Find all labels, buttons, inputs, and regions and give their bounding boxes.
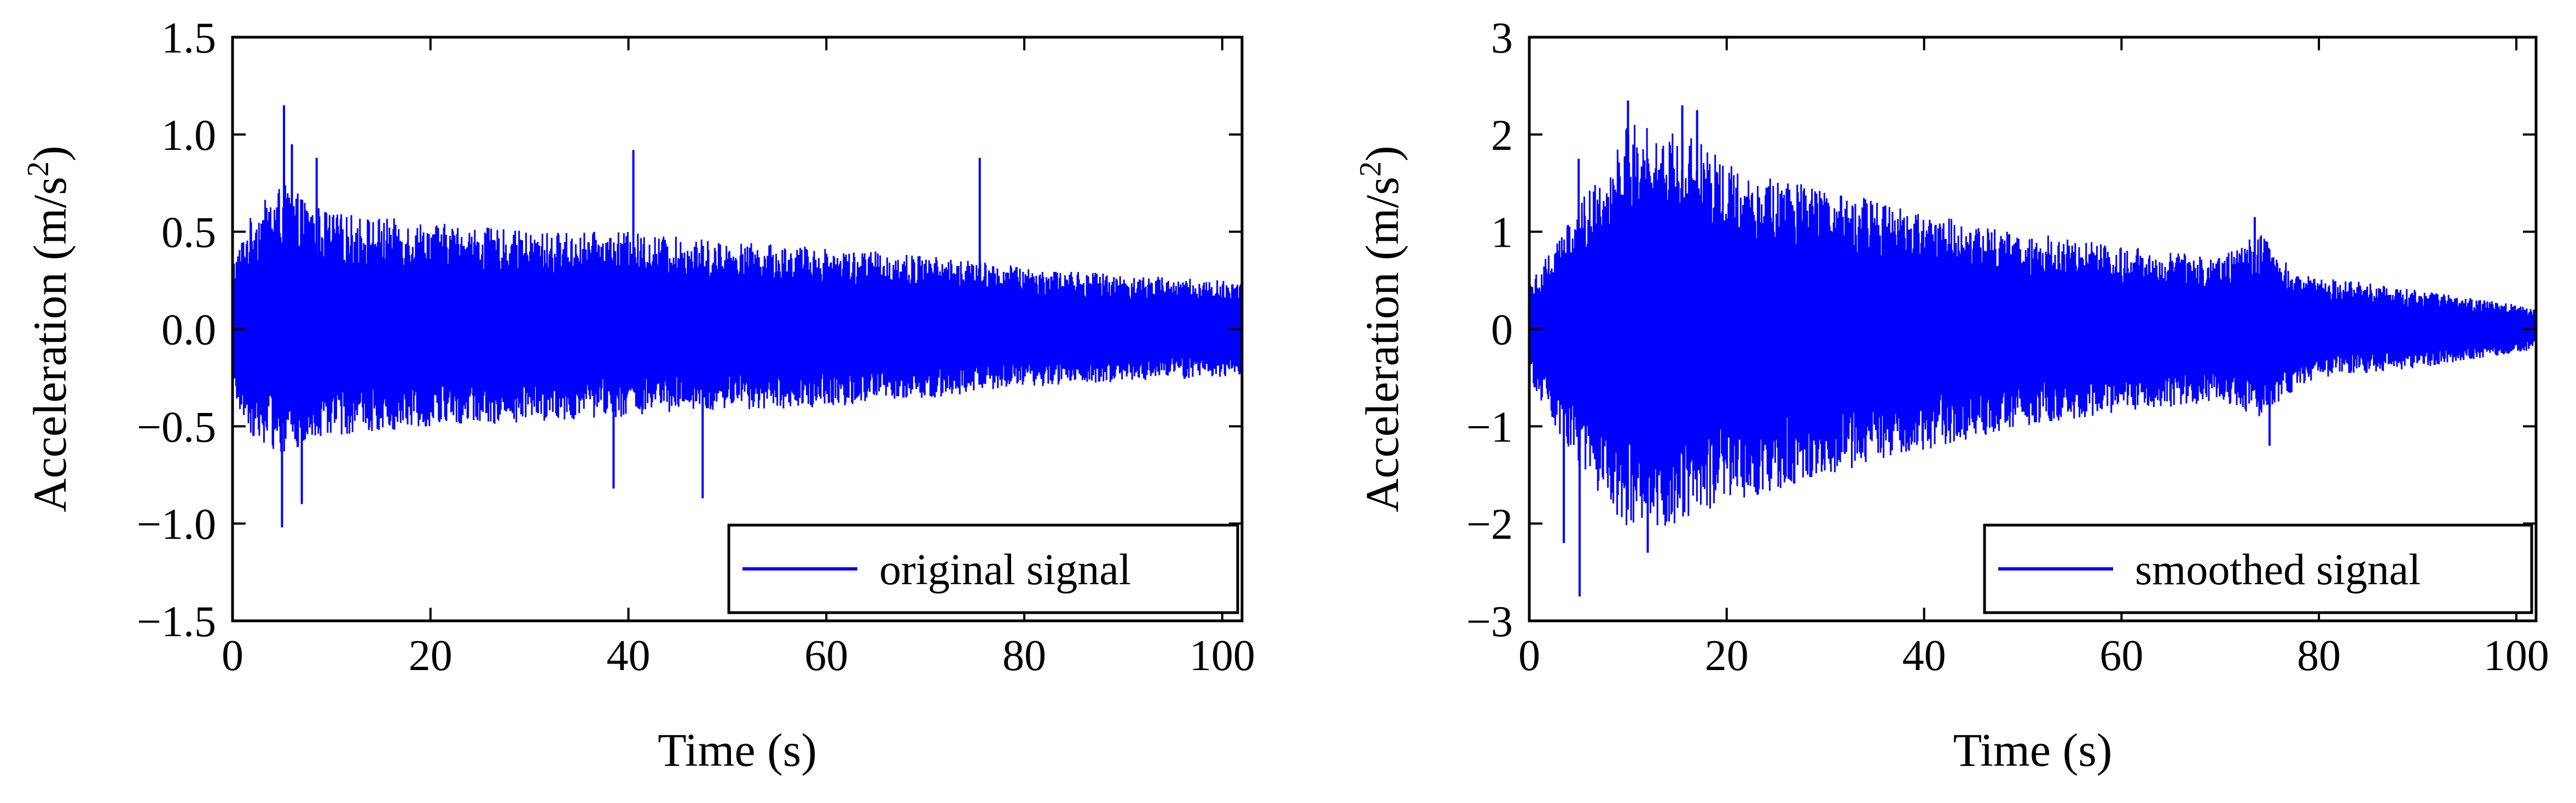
y-tick-label: 1.5 xyxy=(161,14,216,62)
y-tick-label: 3 xyxy=(1491,14,1513,62)
y-axis-label-close: ) xyxy=(24,146,76,161)
y-tick-label: −1.0 xyxy=(137,501,216,549)
y-tick-label: 0.5 xyxy=(161,209,216,257)
x-tick-label: 100 xyxy=(2484,632,2549,680)
y-tick-label: −2 xyxy=(1466,501,1513,549)
y-tick-label: −3 xyxy=(1466,598,1513,646)
x-tick-label: 60 xyxy=(2099,632,2143,680)
y-axis-label-text: Acceleration (m/s xyxy=(24,177,76,513)
signal-trace xyxy=(1528,125,2537,526)
x-axis-label: Time (s) xyxy=(658,724,817,776)
y-tick-labels: −1.5 −1.0 −0.5 0.0 0.5 1.0 1.5 xyxy=(137,14,216,646)
chart-original-signal: 0 20 40 60 80 100 −1.5 −1.0 −0.5 0.0 0.5 1.0 1.5 Ti… xyxy=(21,14,1255,776)
signal-trace xyxy=(231,185,1243,452)
x-tick-label: 60 xyxy=(804,632,848,680)
chart-smoothed-signal: 0 20 40 60 80 100 −3 −2 −1 0 1 2 3 Time (s) Acceler… xyxy=(1354,14,2549,776)
y-tick-label: −0.5 xyxy=(137,403,216,451)
y-axis-label: Acceleration (m/s2) xyxy=(21,146,76,512)
x-tick-label: 20 xyxy=(1705,632,1749,680)
original-signal-series xyxy=(231,105,1243,528)
x-tick-label: 80 xyxy=(2297,632,2341,680)
x-tick-labels: 0 20 40 60 80 100 xyxy=(1518,632,2549,680)
axis-ticks xyxy=(1528,36,2536,622)
x-axis-label: Time (s) xyxy=(1953,724,2113,776)
legend: smoothed signal xyxy=(1983,523,2533,614)
x-tick-label: 40 xyxy=(1902,632,1946,680)
y-tick-labels: −3 −2 −1 0 1 2 3 xyxy=(1466,14,1513,646)
y-axis-label-text: Acceleration (m/s xyxy=(1356,177,1408,513)
legend: original signal xyxy=(727,523,1239,614)
x-tick-label: 40 xyxy=(607,632,651,680)
y-axis-label: Acceleration (m/s2) xyxy=(1354,146,1408,512)
y-tick-label: 1.0 xyxy=(161,112,216,160)
y-tick-label: 0.0 xyxy=(161,306,216,354)
x-tick-labels: 0 20 40 60 80 100 xyxy=(222,632,1255,680)
y-axis-label-close: ) xyxy=(1356,146,1408,161)
axis-ticks xyxy=(231,36,1242,622)
smoothed-signal-series xyxy=(1528,100,2537,597)
y-axis-label-exponent: 2 xyxy=(1354,161,1388,177)
y-axis-label-exponent: 2 xyxy=(21,161,55,177)
y-tick-label: 1 xyxy=(1491,209,1513,257)
y-tick-label: −1.5 xyxy=(137,598,216,646)
x-tick-label: 80 xyxy=(1002,632,1046,680)
y-tick-label: −1 xyxy=(1466,403,1513,451)
legend-label-original-signal: original signal xyxy=(879,546,1131,594)
y-tick-label: 2 xyxy=(1491,112,1513,160)
x-tick-label: 0 xyxy=(1518,632,1540,680)
x-tick-label: 0 xyxy=(222,632,243,680)
legend-label-smoothed-signal: smoothed signal xyxy=(2135,546,2421,594)
x-tick-label: 20 xyxy=(409,632,452,680)
x-tick-label: 100 xyxy=(1190,632,1255,680)
y-tick-label: 0 xyxy=(1491,306,1513,354)
